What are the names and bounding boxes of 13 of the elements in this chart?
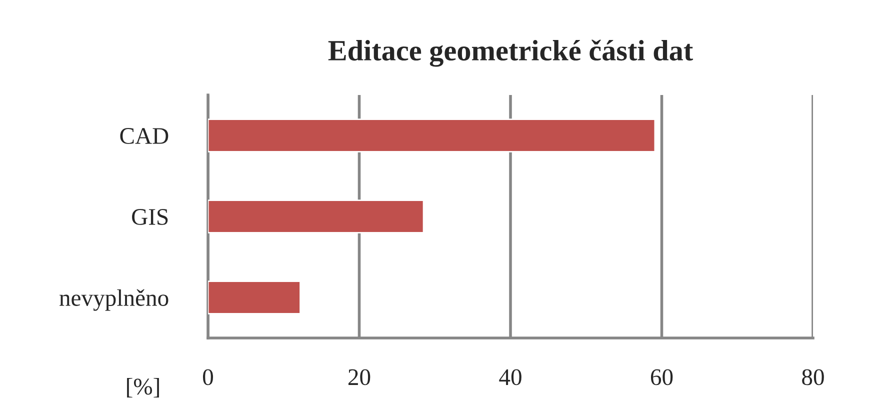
bar — [208, 200, 424, 234]
x-tick-label: 20 — [348, 369, 370, 386]
x-axis-title: [%] — [127, 378, 159, 398]
x-tick-label: 80 — [802, 369, 824, 386]
chart-title: Editace geometrické části dat — [328, 40, 694, 67]
bar — [208, 118, 656, 152]
y-tick-label: GIS — [132, 209, 168, 225]
bar — [208, 280, 301, 314]
x-tick-label: 40 — [499, 369, 522, 386]
y-tick-label: nevyplněno — [59, 289, 168, 311]
x-tick-label: 60 — [650, 369, 673, 386]
y-tick-label: CAD — [120, 128, 168, 144]
x-tick-label: 0 — [202, 369, 214, 386]
